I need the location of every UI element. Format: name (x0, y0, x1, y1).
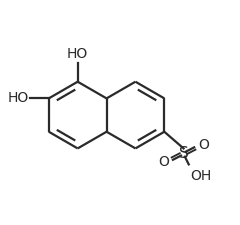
Text: O: O (158, 155, 169, 169)
Text: OH: OH (191, 169, 212, 183)
Text: HO: HO (8, 91, 29, 105)
Text: HO: HO (67, 47, 88, 61)
Text: O: O (198, 138, 209, 152)
Text: S: S (179, 146, 188, 161)
